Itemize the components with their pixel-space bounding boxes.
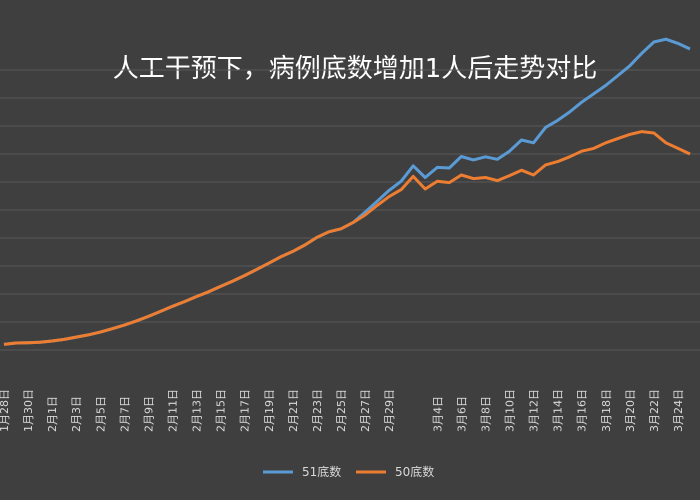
x-tick-label: 2月9日 <box>142 396 155 432</box>
chart-title: 人工干预下，病例底数增加1人后走势对比 <box>113 54 598 84</box>
x-tick-label: 3月10日 <box>503 389 516 432</box>
x-tick-label: 3月20日 <box>624 389 637 432</box>
legend-label-0: 51底数 <box>302 464 341 479</box>
x-tick-label: 2月13日 <box>191 389 204 432</box>
x-tick-label: 3月14日 <box>552 389 565 432</box>
x-tick-label: 3月18日 <box>600 389 613 432</box>
x-tick-label: 2月1日 <box>46 396 59 432</box>
x-tick-label: 3月24日 <box>672 389 685 432</box>
x-tick-label: 2月27日 <box>359 389 372 432</box>
x-tick-label: 3月16日 <box>576 389 589 432</box>
x-tick-label: 2月3日 <box>70 396 83 432</box>
series-line-1 <box>3 130 691 346</box>
grid-layer <box>0 69 700 351</box>
legend: 51底数 50底数 <box>263 464 434 479</box>
legend-label-1: 50底数 <box>395 464 434 479</box>
x-tick-label: 2月25日 <box>335 389 348 432</box>
x-tick-label: 3月6日 <box>455 396 468 432</box>
x-tick-label: 2月19日 <box>263 389 276 432</box>
x-tick-label: 2月29日 <box>383 389 396 432</box>
x-tick-label: 3月22日 <box>648 389 661 432</box>
x-tick-label: 2月17日 <box>239 389 252 432</box>
x-tick-label: 2月21日 <box>287 389 300 432</box>
x-tick-label: 2月15日 <box>215 389 228 432</box>
x-tick-label: 3月8日 <box>479 396 492 432</box>
x-tick-label: 2月23日 <box>311 389 324 432</box>
x-tick-label: 1月28日 <box>0 389 11 432</box>
x-tick-label: 3月4日 <box>431 396 444 432</box>
series-layer <box>3 37 691 346</box>
series-line-0 <box>3 37 691 346</box>
x-tick-label: 2月11日 <box>166 389 179 432</box>
x-tick-label: 3月12日 <box>528 389 541 432</box>
x-tick-label: 2月7日 <box>118 396 131 432</box>
x-tick-label: 1月30日 <box>22 389 35 432</box>
x-tick-label: 2月5日 <box>94 396 107 432</box>
x-axis-tick-labels: 1月28日 1月30日 2月1日 2月3日 2月5日 2月7日 2月9日 2月11日 2月13日… <box>0 389 685 432</box>
